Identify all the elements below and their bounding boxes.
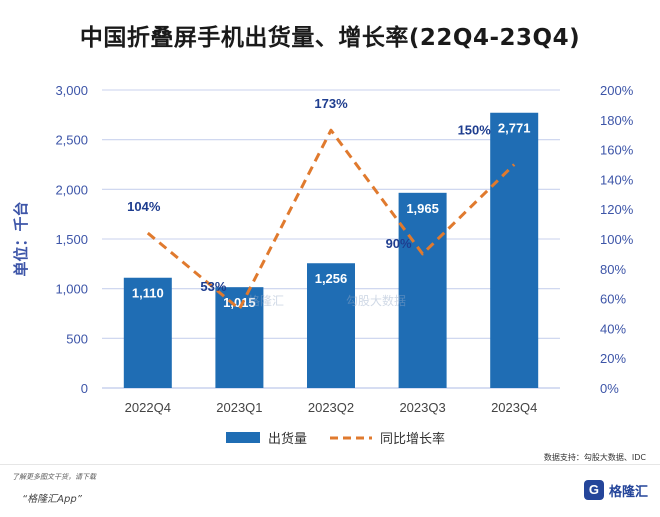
y2-tick-label: 80% — [600, 262, 626, 277]
bar — [398, 192, 447, 388]
y2-tick-label: 140% — [600, 172, 634, 187]
y2-tick-label: 160% — [600, 143, 634, 158]
bar — [490, 112, 539, 389]
growth-value-label: 53% — [200, 279, 226, 294]
y-tick-label: 500 — [66, 331, 88, 346]
x-tick-label: 2023Q2 — [308, 400, 354, 415]
y2-tick-label: 200% — [600, 83, 634, 98]
bar — [307, 263, 355, 388]
x-tick-label: 2022Q4 — [125, 400, 171, 415]
x-tick-label: 2023Q4 — [491, 400, 537, 415]
y-tick-label: 1,500 — [55, 232, 88, 247]
bar-value-label: 1,015 — [223, 295, 256, 310]
bar-value-label: 1,256 — [315, 271, 348, 286]
bar-value-label: 1,110 — [132, 286, 164, 301]
chart-svg: 0 500 1,000 1,500 2,000 2,500 3,000 0% 20% 40% 60%… — [12, 83, 634, 447]
y2-tick-label: 100% — [600, 232, 634, 247]
y-axis-label: 单位：千台 — [12, 201, 30, 276]
y-tick-label: 2,500 — [55, 133, 88, 148]
footer-download-hint: 了解更多图文干货，请下载 — [12, 473, 96, 481]
logo-icon: G — [583, 480, 604, 500]
footer-divider — [0, 464, 660, 465]
bar — [123, 277, 172, 388]
y-tick-label: 3,000 — [55, 83, 88, 98]
growth-line — [146, 128, 516, 311]
growth-value-label: 150% — [458, 123, 492, 138]
y2-tick-label: 180% — [600, 113, 634, 128]
growth-value-label: 173% — [314, 96, 348, 111]
legend-label-bar: 出货量 — [268, 431, 307, 447]
y2-tick-label: 20% — [600, 351, 626, 366]
growth-value-label: 104% — [127, 199, 161, 214]
chart-title: 中国折叠屏手机出货量、增长率(22Q4-23Q4) — [79, 25, 581, 51]
y-tick-label: 1,000 — [55, 282, 88, 297]
y2-tick-label: 120% — [600, 202, 634, 217]
bar-value-label: 2,771 — [498, 121, 531, 136]
legend-swatch-bar — [226, 432, 260, 443]
y2-tick-label: 0% — [600, 381, 619, 396]
x-tick-label: 2023Q3 — [399, 400, 445, 415]
brand-logo: G 格隆汇 — [583, 480, 648, 500]
y-tick-label: 0 — [81, 381, 88, 396]
y2-tick-label: 60% — [600, 292, 626, 307]
y-tick-label: 2,000 — [55, 182, 88, 197]
growth-value-label: 90% — [386, 236, 412, 251]
logo-text: 格隆汇 — [608, 484, 648, 500]
bar — [215, 287, 264, 388]
data-source: 数据支持：勾股大数据、IDC — [543, 453, 646, 462]
footer-app-name: “格隆汇App” — [22, 494, 82, 505]
x-tick-label: 2023Q1 — [216, 400, 262, 415]
bar-value-label: 1,965 — [406, 201, 439, 216]
y2-tick-label: 40% — [600, 321, 626, 336]
legend-label-line: 同比增长率 — [380, 431, 445, 447]
